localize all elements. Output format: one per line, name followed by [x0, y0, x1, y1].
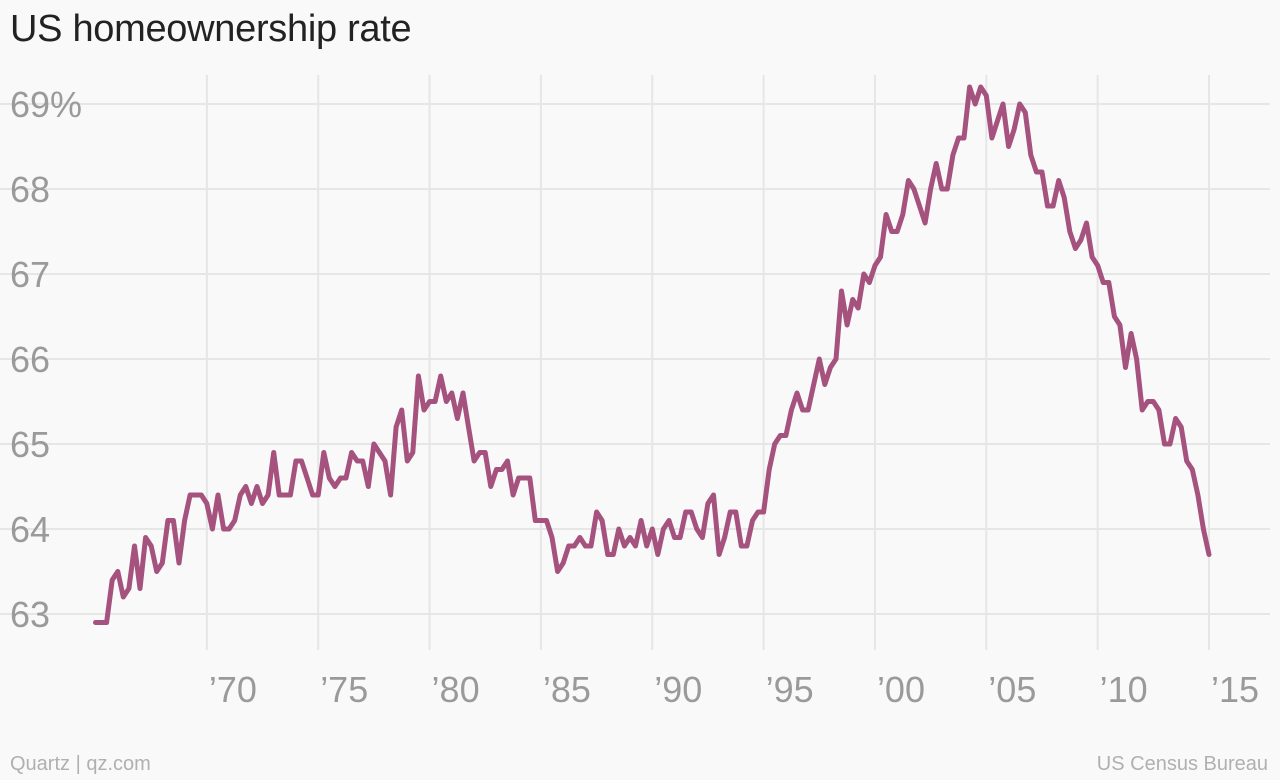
x-tick-label: ’80	[432, 669, 480, 710]
footer-source: US Census Bureau	[1096, 753, 1268, 775]
y-tick-label: 69%	[10, 84, 82, 125]
x-tick-label: ’10	[1100, 669, 1148, 710]
y-tick-label: 67	[10, 254, 50, 295]
x-tick-label: ’15	[1211, 669, 1259, 710]
y-axis-ticks: 63 64 65 66 67 68 69%	[10, 84, 82, 635]
series-line	[93, 84, 1212, 625]
y-tick-label: 65	[10, 424, 50, 465]
y-tick-label: 66	[10, 339, 50, 380]
x-tick-label: ’75	[320, 669, 368, 710]
x-tick-label: ’95	[766, 669, 814, 710]
x-tick-label: ’00	[877, 669, 925, 710]
x-tick-label: ’05	[988, 669, 1036, 710]
x-axis-ticks: ’70 ’75 ’80 ’85 ’90 ’95 ’00 ’05 ’10 ’15	[209, 669, 1259, 710]
chart-title: US homeownership rate	[10, 8, 412, 50]
x-tick-label: ’85	[543, 669, 591, 710]
gridlines	[0, 75, 1270, 650]
y-tick-label: 63	[10, 594, 50, 635]
footer-credit: Quartz | qz.com	[10, 753, 151, 775]
x-tick-label: ’90	[654, 669, 702, 710]
x-tick-label: ’70	[209, 669, 257, 710]
y-tick-label: 64	[10, 509, 50, 550]
y-tick-label: 68	[10, 169, 50, 210]
